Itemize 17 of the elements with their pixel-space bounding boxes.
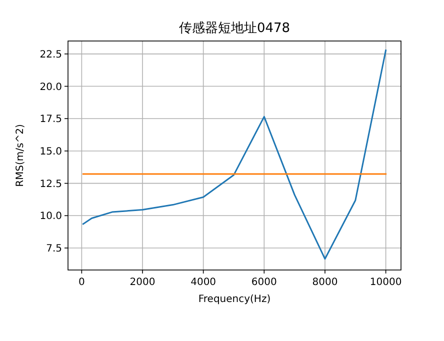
y-axis-title: RMS(m/s^2) [15, 124, 26, 187]
y-tick-label: 12.5 [40, 178, 62, 190]
x-tick-label: 10000 [370, 277, 402, 288]
y-tick-label: 17.5 [40, 114, 62, 126]
x-tick-label: 6000 [251, 277, 277, 288]
y-tick-label: 20.0 [40, 82, 62, 93]
y-tick-label: 15.0 [40, 146, 62, 158]
x-tick-label: 2000 [130, 277, 156, 288]
y-tick-label: 7.5 [46, 244, 62, 255]
y-tick-label: 22.5 [40, 49, 62, 60]
x-tick-label: 8000 [312, 277, 338, 288]
x-tick-label: 0 [78, 277, 85, 288]
chart-title: 传感器短地址0478 [178, 21, 290, 36]
x-tick-label: 4000 [190, 277, 216, 288]
y-tick-label: 10.0 [40, 211, 62, 222]
line-series [82, 50, 387, 260]
x-axis-title: Frequency(Hz) [198, 294, 271, 305]
